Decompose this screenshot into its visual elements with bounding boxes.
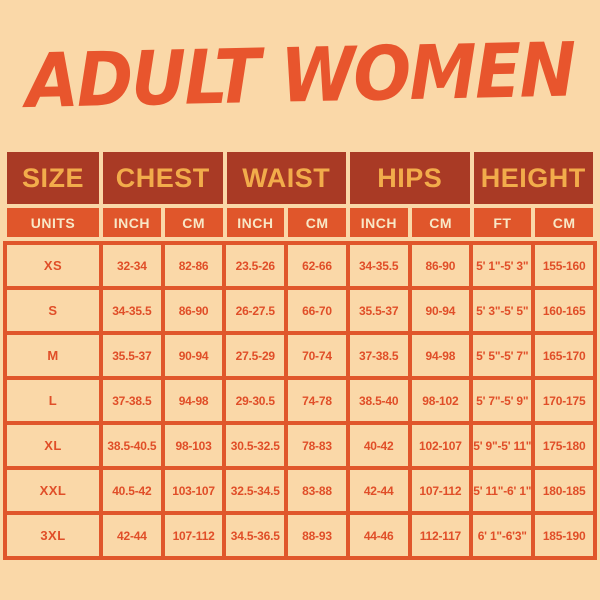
unit-cell-cm-2: CM <box>164 208 223 237</box>
page-title: ADULT WOMEN <box>7 0 593 152</box>
data-cell: 94-98 <box>164 380 223 421</box>
data-cell: 86-90 <box>411 245 470 286</box>
data-cell: 42-44 <box>349 470 408 511</box>
data-cell: 83-88 <box>288 470 346 511</box>
size-label-cell: S <box>7 290 99 331</box>
size-label-cell: XL <box>7 425 99 466</box>
data-cell: 40.5-42 <box>103 470 161 511</box>
data-cell: 6' 1"-6'3" <box>473 515 532 556</box>
size-chart-sheet: ADULT WOMEN SIZE CHEST WAIST HIPS HEIGHT UNI… <box>7 0 593 556</box>
data-cell: 103-107 <box>164 470 223 511</box>
data-cell: 98-102 <box>411 380 470 421</box>
data-cell: 32-34 <box>103 245 161 286</box>
size-label-cell: XXL <box>7 470 99 511</box>
data-cell: 30.5-32.5 <box>226 425 285 466</box>
unit-cell-inch-3: INCH <box>226 208 285 237</box>
header-cell-chest: CHEST <box>103 152 223 204</box>
table-body: XS 32-34 82-86 23.5-26 62-66 34-35.5 86-90 5' 1… <box>7 245 593 556</box>
data-cell: 5' 7"-5' 9" <box>473 380 532 421</box>
unit-cell-inch-5: INCH <box>350 208 408 237</box>
data-cell: 29-30.5 <box>226 380 285 421</box>
data-cell: 32.5-34.5 <box>226 470 285 511</box>
page-title-text: ADULT WOMEN <box>25 26 575 126</box>
header-cell-hips: HIPS <box>350 152 470 204</box>
data-cell: 44-46 <box>349 515 408 556</box>
unit-cell-units-0: UNITS <box>7 208 99 237</box>
data-cell: 185-190 <box>535 515 593 556</box>
size-label-cell: 3XL <box>7 515 99 556</box>
header-cell-waist: WAIST <box>226 152 346 204</box>
data-cell: 5' 3"-5' 5" <box>473 290 532 331</box>
data-cell: 107-112 <box>411 470 470 511</box>
data-cell: 26-27.5 <box>226 290 285 331</box>
data-cell: 86-90 <box>164 290 223 331</box>
data-cell: 37-38.5 <box>349 335 408 376</box>
data-cell: 112-117 <box>411 515 470 556</box>
data-cell: 180-185 <box>535 470 593 511</box>
data-cell: 94-98 <box>411 335 470 376</box>
data-cell: 107-112 <box>164 515 223 556</box>
data-cell: 165-170 <box>535 335 593 376</box>
data-cell: 38.5-40 <box>349 380 408 421</box>
data-cell: 38.5-40.5 <box>103 425 161 466</box>
data-cell: 102-107 <box>411 425 470 466</box>
size-label-cell: M <box>7 335 99 376</box>
data-cell: 90-94 <box>164 335 223 376</box>
header-cell-height: HEIGHT <box>473 152 593 204</box>
size-label-cell: L <box>7 380 99 421</box>
table-header-row: SIZE CHEST WAIST HIPS HEIGHT <box>7 152 593 204</box>
data-cell: 5' 1"-5' 3" <box>473 245 532 286</box>
data-cell: 62-66 <box>288 245 346 286</box>
data-cell: 34-35.5 <box>349 245 408 286</box>
unit-cell-cm-6: CM <box>411 208 470 237</box>
data-cell: 74-78 <box>288 380 346 421</box>
data-cell: 35.5-37 <box>103 335 161 376</box>
data-cell: 66-70 <box>288 290 346 331</box>
data-cell: 5' 11"-6' 1" <box>473 470 531 511</box>
data-cell: 82-86 <box>164 245 223 286</box>
unit-cell-inch-1: INCH <box>103 208 161 237</box>
data-cell: 70-74 <box>288 335 346 376</box>
data-cell: 5' 9"-5' 11" <box>473 425 531 466</box>
data-cell: 23.5-26 <box>226 245 285 286</box>
header-cell-size: SIZE <box>7 152 99 204</box>
unit-cell-cm-4: CM <box>288 208 346 237</box>
data-cell: 78-83 <box>288 425 346 466</box>
data-cell: 90-94 <box>411 290 470 331</box>
size-label-cell: XS <box>7 245 99 286</box>
unit-cell-ft-7: FT <box>473 208 532 237</box>
data-cell: 42-44 <box>103 515 161 556</box>
table-units-row: UNITS INCH CM INCH CM INCH CM FT CM <box>7 208 593 237</box>
data-cell: 35.5-37 <box>349 290 408 331</box>
data-cell: 37-38.5 <box>103 380 161 421</box>
data-cell: 34.5-36.5 <box>226 515 285 556</box>
data-cell: 170-175 <box>535 380 593 421</box>
data-cell: 5' 5"-5' 7" <box>473 335 532 376</box>
data-cell: 175-180 <box>535 425 593 466</box>
data-cell: 27.5-29 <box>226 335 285 376</box>
data-cell: 160-165 <box>535 290 593 331</box>
data-cell: 98-103 <box>164 425 223 466</box>
data-cell: 40-42 <box>349 425 408 466</box>
unit-cell-cm-8: CM <box>535 208 593 237</box>
data-cell: 155-160 <box>535 245 593 286</box>
data-cell: 34-35.5 <box>103 290 161 331</box>
data-cell: 88-93 <box>288 515 346 556</box>
